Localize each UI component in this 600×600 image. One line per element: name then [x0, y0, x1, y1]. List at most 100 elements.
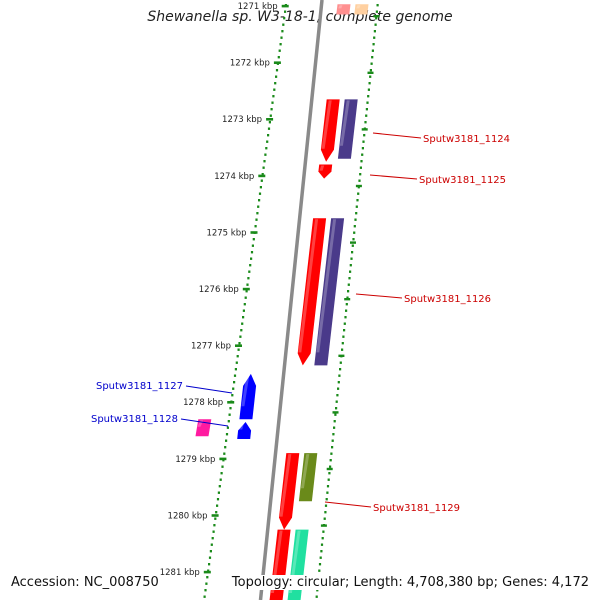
inner-dot [372, 43, 375, 46]
kbp-tick-mark-inner [373, 15, 380, 18]
outer-dot [228, 413, 231, 416]
inner-dot [356, 199, 359, 202]
outer-dot [255, 218, 258, 221]
inner-dot [350, 257, 353, 260]
gene-arrow-sputw3181-1125 [318, 164, 333, 179]
kbp-tick-mark [258, 174, 266, 178]
outer-dot [219, 478, 222, 481]
kbp-tick-mark [235, 344, 242, 347]
inner-dot [318, 563, 322, 566]
gene-label-sputw3181-1129: Sputw3181_1129 [373, 503, 460, 514]
inner-dot [324, 511, 327, 514]
inner-dot [358, 179, 361, 182]
inner-dot [315, 595, 318, 598]
feature-block-match-1124-shade [339, 100, 350, 146]
gene-label-sputw3181-1124: Sputw3181_1124 [423, 134, 510, 145]
kbp-tick-label: 1277 kbp [191, 342, 231, 352]
kbp-tick-mark [281, 4, 289, 8]
outer-dot [284, 10, 287, 13]
outer-dot [254, 225, 257, 228]
inner-dot [316, 589, 319, 592]
outer-dot [267, 134, 270, 137]
kbp-tick-mark-inner [320, 524, 327, 527]
outer-dot [227, 420, 230, 423]
outer-dot [209, 550, 212, 553]
inner-dot [325, 498, 328, 501]
gene-arrow-sputw3181-1125-shade [319, 165, 325, 171]
inner-dot [361, 153, 364, 156]
outer-dot [215, 511, 218, 514]
outer-dot [218, 485, 221, 488]
outer-dot [258, 199, 261, 202]
feature-block-rna-1128 [195, 419, 212, 437]
inner-dot [326, 491, 329, 494]
outer-dot [279, 43, 282, 46]
inner-dot [357, 192, 360, 195]
outer-dot [232, 387, 235, 390]
inner-dot [324, 504, 328, 507]
inner-dot [348, 277, 351, 280]
feature-block-match-top [354, 4, 369, 15]
outer-dot [213, 524, 216, 527]
genome-backbone [258, 0, 324, 600]
inner-dot [329, 465, 332, 468]
inner-dot [345, 309, 348, 312]
kbp-tick-mark [211, 514, 219, 517]
outer-dot [238, 342, 241, 345]
outer-dot [207, 569, 210, 572]
outer-dot [258, 192, 262, 195]
outer-dot [233, 374, 237, 377]
inner-dot [366, 101, 369, 104]
outer-dot [233, 381, 236, 384]
outer-dot [274, 82, 277, 85]
gene-arrow-sputw3181-1127 [239, 373, 257, 420]
inner-dot [332, 433, 335, 436]
inner-dot [349, 264, 352, 267]
inner-dot [346, 296, 349, 299]
outer-dot [204, 589, 207, 592]
inner-dot [337, 387, 340, 390]
gene-label-sputw3181-1128: Sputw3181_1128 [91, 414, 178, 425]
gene-arrow-sputw3181-1129 [279, 453, 300, 530]
inner-dot [367, 88, 370, 91]
inner-dot [354, 218, 357, 221]
gene-leader-line [185, 385, 233, 394]
kbp-tick-label: 1272 kbp [230, 59, 270, 69]
kbp-tick-label: 1274 kbp [214, 172, 254, 182]
kbp-tick-mark [242, 287, 250, 291]
inner-dot [326, 485, 330, 488]
inner-dot [337, 381, 340, 384]
inner-dot [362, 140, 365, 143]
inner-dot [343, 329, 346, 332]
kbp-tick-mark-inner [332, 411, 339, 414]
feature-block-match-1126 [314, 218, 345, 366]
inner-dot [344, 316, 347, 319]
inner-dot [339, 361, 342, 364]
outer-dot [267, 127, 271, 130]
kbp-tick-label: 1271 kbp [238, 2, 278, 12]
inner-dot [373, 36, 376, 39]
outer-dot [243, 303, 246, 306]
outer-dot [257, 205, 260, 208]
outer-dot [283, 17, 286, 20]
outer-dot [206, 576, 209, 579]
gene-arrow-sputw3181-1124 [320, 99, 340, 162]
kbp-tick-label: 1276 kbp [199, 285, 239, 295]
feature-block-match-1129 [298, 453, 318, 502]
outer-dot [259, 186, 262, 189]
outer-dot [281, 30, 284, 33]
topology-summary-text: Topology: circular; Length: 4,708,380 bp… [229, 575, 591, 590]
inner-dot [338, 374, 341, 377]
gene-arrow-sputw3181-1128-shade [239, 423, 245, 430]
inner-dot [375, 17, 378, 20]
inner-dot [368, 82, 371, 85]
kbp-tick-mark-inner [338, 354, 345, 357]
inner-dot [359, 173, 362, 176]
inner-dot [355, 205, 358, 208]
inner-dot [323, 517, 326, 520]
outer-dot [275, 69, 279, 72]
outer-dot [224, 446, 227, 449]
gene-label-sputw3181-1127: Sputw3181_1127 [96, 381, 183, 392]
inner-dot [321, 537, 324, 540]
